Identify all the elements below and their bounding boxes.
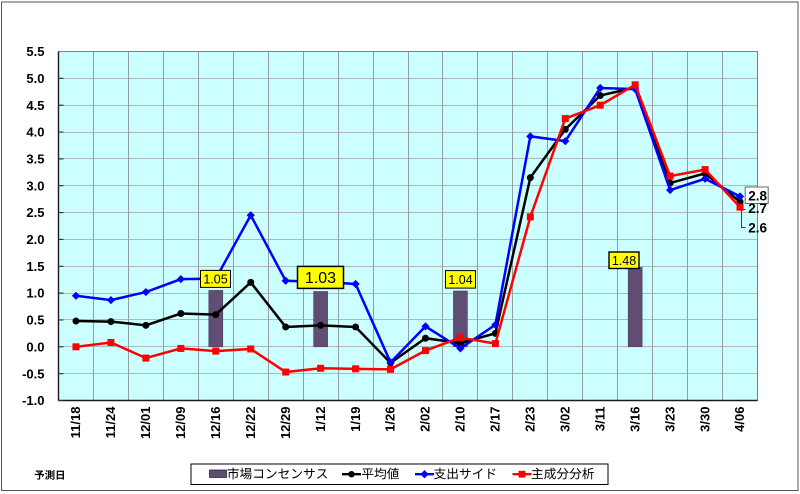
svg-text:1.03: 1.03 bbox=[305, 270, 336, 287]
svg-text:3/23: 3/23 bbox=[662, 407, 677, 432]
svg-text:3/30: 3/30 bbox=[697, 407, 712, 432]
svg-text:1.04: 1.04 bbox=[448, 273, 472, 287]
svg-text:11/24: 11/24 bbox=[103, 406, 118, 439]
svg-text:2.8: 2.8 bbox=[748, 189, 767, 204]
svg-text:2/02: 2/02 bbox=[418, 407, 433, 432]
svg-text:-0.5: -0.5 bbox=[22, 366, 44, 381]
svg-text:1.48: 1.48 bbox=[612, 254, 636, 268]
svg-text:0.0: 0.0 bbox=[26, 339, 44, 354]
svg-text:4.5: 4.5 bbox=[26, 98, 44, 113]
svg-text:2/23: 2/23 bbox=[523, 407, 538, 432]
svg-text:4/06: 4/06 bbox=[732, 407, 747, 432]
svg-text:3/16: 3/16 bbox=[627, 407, 642, 432]
svg-text:5.0: 5.0 bbox=[26, 71, 44, 86]
svg-text:2.0: 2.0 bbox=[26, 232, 44, 247]
svg-text:3/11: 3/11 bbox=[592, 407, 607, 432]
svg-text:5.5: 5.5 bbox=[26, 44, 44, 59]
svg-text:11/18: 11/18 bbox=[68, 407, 83, 439]
svg-text:1.0: 1.0 bbox=[26, 286, 44, 301]
svg-text:1.5: 1.5 bbox=[26, 259, 44, 274]
svg-text:12/22: 12/22 bbox=[243, 407, 258, 440]
svg-text:1/12: 1/12 bbox=[313, 407, 328, 432]
svg-text:3/02: 3/02 bbox=[558, 407, 573, 432]
svg-text:0.5: 0.5 bbox=[26, 313, 44, 328]
svg-text:4.0: 4.0 bbox=[26, 125, 44, 140]
svg-text:1/19: 1/19 bbox=[348, 407, 363, 432]
svg-text:12/29: 12/29 bbox=[278, 407, 293, 440]
svg-text:1/26: 1/26 bbox=[383, 407, 398, 432]
svg-text:12/09: 12/09 bbox=[173, 407, 188, 440]
svg-text:2/10: 2/10 bbox=[453, 407, 468, 432]
svg-text:1.05: 1.05 bbox=[203, 272, 227, 286]
svg-text:12/16: 12/16 bbox=[208, 407, 223, 440]
svg-text:3.5: 3.5 bbox=[26, 152, 44, 167]
svg-text:2.5: 2.5 bbox=[26, 205, 44, 220]
svg-text:12/01: 12/01 bbox=[138, 407, 153, 440]
svg-text:3.0: 3.0 bbox=[26, 178, 44, 193]
svg-text:2/17: 2/17 bbox=[488, 407, 503, 432]
svg-text:2.7: 2.7 bbox=[748, 201, 767, 216]
svg-text:-1.0: -1.0 bbox=[22, 393, 44, 408]
svg-text:2.6: 2.6 bbox=[748, 221, 767, 236]
